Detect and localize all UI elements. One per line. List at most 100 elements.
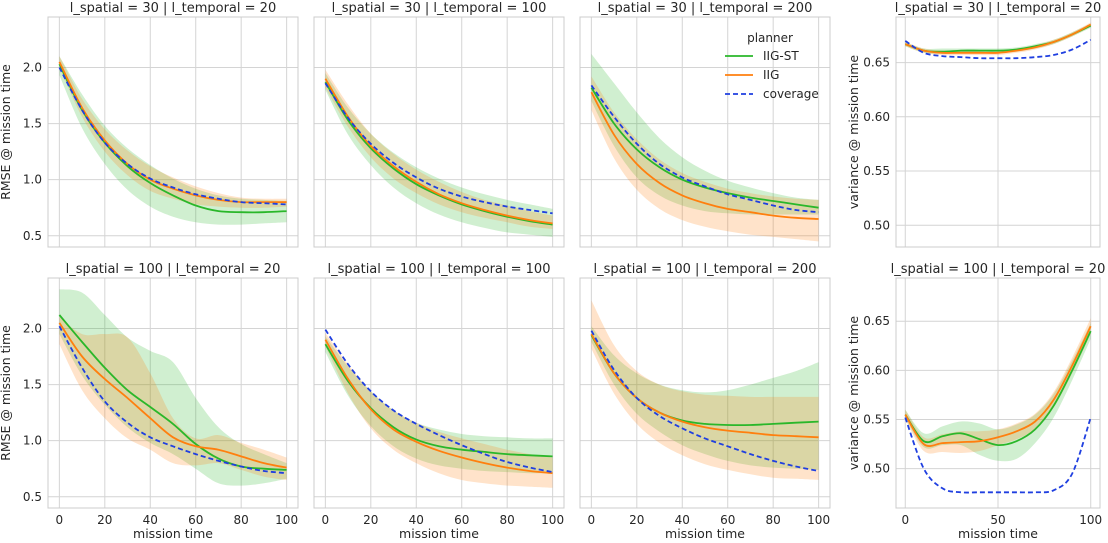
- x-tick-label: 100: [541, 513, 564, 527]
- panel-frame: [313, 277, 565, 509]
- series-line-coverage: [904, 39, 1092, 60]
- y-tick-label: 0.60: [863, 363, 890, 377]
- panel-3: l_spatial = 30 | l_temporal = 200: [579, 1, 831, 248]
- y-tick-label: 0.55: [863, 164, 890, 178]
- y-axis-label: variance @ mission time: [846, 316, 861, 471]
- panel-frame: [579, 16, 831, 248]
- y-axis-label: RMSE @ mission time: [0, 325, 13, 461]
- panel-5: 0 20 40 60 80 100 0.5 1.0 1.5 2.0 l_spatial = 100 …: [0, 262, 299, 541]
- x-tick-label: 50: [990, 513, 1005, 527]
- plot-area: [904, 318, 1092, 494]
- panel-frame: [895, 16, 1101, 248]
- x-axis-label: mission time: [133, 526, 213, 541]
- plot-area: [58, 289, 287, 486]
- legend-label-iig: IIG: [763, 68, 779, 82]
- series-line-iig-st: [58, 63, 287, 214]
- y-tick-label: 0.60: [863, 110, 890, 124]
- series-line-iig: [590, 91, 819, 220]
- panel-frame: [313, 16, 565, 248]
- plot-area: [324, 329, 553, 488]
- x-tick-label: 100: [1079, 513, 1102, 527]
- x-tick-label: 20: [363, 513, 378, 527]
- y-tick-label: 1.5: [23, 117, 42, 131]
- plot-area: [590, 300, 819, 480]
- y-tick-label: 0.5: [23, 490, 42, 504]
- series-line-iig-st: [590, 87, 819, 209]
- ci-band-iig: [59, 56, 287, 208]
- x-tick-label: 0: [901, 513, 909, 527]
- series-line-coverage: [590, 84, 819, 214]
- panel-frame: [47, 16, 299, 248]
- x-tick-label: 80: [234, 513, 249, 527]
- plot-area: [324, 69, 553, 237]
- panel-title: l_spatial = 30 | l_temporal = 100: [332, 1, 547, 16]
- legend: planner IIG-ST IIG coverage: [725, 31, 819, 101]
- series-line-iig: [58, 322, 287, 469]
- x-tick-label: 100: [807, 513, 830, 527]
- series-line-iig-st: [324, 81, 553, 226]
- x-tick-label: 20: [97, 513, 112, 527]
- y-tick-label: 0.50: [863, 462, 890, 476]
- ci-band-iig-st: [59, 289, 287, 486]
- panel-frame: [47, 277, 299, 509]
- series-line-iig: [904, 23, 1092, 54]
- plot-area: [904, 22, 1092, 60]
- series-line-coverage: [58, 67, 287, 206]
- panel-title: l_spatial = 100 | l_temporal = 20: [66, 262, 281, 277]
- panel-frame: [895, 277, 1101, 509]
- panel-6: 0 20 40 60 80 100 l_spatial = 100 | l_temporal…: [313, 262, 565, 541]
- ci-band-iig-st: [905, 323, 1091, 462]
- x-tick-label: 0: [322, 513, 330, 527]
- series-line-coverage: [324, 82, 553, 215]
- y-axis-label: variance @ mission time: [846, 55, 861, 210]
- series-line-coverage: [590, 330, 819, 472]
- ci-band-iig: [905, 22, 1091, 56]
- x-tick-label: 20: [629, 513, 644, 527]
- ci-band-iig-st: [905, 23, 1091, 54]
- y-axis-label: RMSE @ mission time: [0, 64, 13, 200]
- series-line-coverage: [58, 325, 287, 475]
- y-tick-label: 1.0: [23, 434, 42, 448]
- y-tick-label: 1.0: [23, 173, 42, 187]
- plot-area: [58, 56, 287, 225]
- panel-1: 0.5 1.0 1.5 2.0 l_spatial = 30 | l_temporal …: [0, 1, 299, 248]
- x-tick-label: 0: [56, 513, 64, 527]
- y-tick-label: 0.5: [23, 229, 42, 243]
- series-line-coverage: [324, 329, 553, 473]
- series-line-iig: [324, 339, 553, 475]
- ci-band-iig: [59, 317, 287, 480]
- x-tick-label: 100: [275, 513, 298, 527]
- series-line-iig: [58, 61, 287, 204]
- panel-title: l_spatial = 30 | l_temporal = 200: [598, 1, 813, 16]
- series-line-iig: [904, 325, 1092, 447]
- x-tick-label: 80: [766, 513, 781, 527]
- ci-band-iig-st: [325, 336, 553, 474]
- x-tick-label: 40: [409, 513, 424, 527]
- x-tick-label: 40: [675, 513, 690, 527]
- y-tick-label: 0.65: [863, 314, 890, 328]
- panel-8: 0 50 100 0.50 0.55 0.60 0.65 l_spatial = 100 | …: [846, 262, 1105, 541]
- panel-2: l_spatial = 30 | l_temporal = 100: [313, 1, 565, 248]
- panel-frame: [579, 277, 831, 509]
- panel-7: 0 20 40 60 80 100 l_spatial = 100 | l_temporal…: [579, 262, 831, 541]
- y-tick-label: 2.0: [23, 60, 42, 74]
- x-tick-label: 0: [588, 513, 596, 527]
- y-tick-label: 0.50: [863, 218, 890, 232]
- x-axis-label: mission time: [665, 526, 745, 541]
- panel-title: l_spatial = 100 | l_temporal = 20: [891, 262, 1106, 277]
- panel-title: l_spatial = 30 | l_temporal = 20: [70, 1, 276, 16]
- x-tick-label: 80: [500, 513, 515, 527]
- legend-title: planner: [747, 31, 793, 45]
- ci-band-iig: [325, 333, 553, 488]
- panel-title: l_spatial = 100 | l_temporal = 200: [594, 262, 817, 277]
- y-tick-label: 0.65: [863, 56, 890, 70]
- panel-4: 0.50 0.55 0.60 0.65 l_spatial = 30 | l_tempo…: [846, 1, 1101, 248]
- x-tick-label: 60: [720, 513, 735, 527]
- y-tick-label: 1.5: [23, 378, 42, 392]
- panel-title: l_spatial = 30 | l_temporal = 20: [895, 1, 1101, 16]
- series-line-coverage: [904, 417, 1092, 494]
- y-tick-label: 2.0: [23, 321, 42, 335]
- x-axis-label: mission time: [958, 526, 1038, 541]
- x-tick-label: 40: [143, 513, 158, 527]
